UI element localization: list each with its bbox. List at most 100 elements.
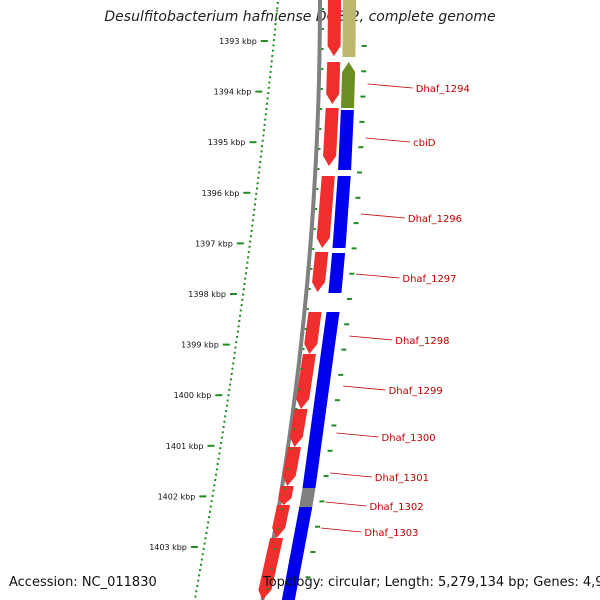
ruler-dot bbox=[265, 108, 268, 110]
ruler-label: 1402 kbp bbox=[158, 492, 196, 501]
gene-label: Dhaf_1299 bbox=[389, 386, 443, 397]
ruler-dot bbox=[261, 139, 264, 142]
ruler-dot bbox=[234, 346, 237, 349]
ruler-dot bbox=[256, 187, 258, 190]
ruler-tick bbox=[260, 40, 268, 42]
ruler-dot bbox=[205, 532, 208, 534]
ruler-dot bbox=[210, 500, 213, 503]
ruler-dot bbox=[240, 304, 243, 307]
ruler-dot bbox=[254, 198, 257, 201]
inner-tick bbox=[313, 228, 316, 230]
outer-tick bbox=[344, 323, 350, 326]
ruler-labels: 1393 kbp 1394 kbp 1395 kbp 1396 kbp 1397 kbp… bbox=[149, 37, 268, 552]
cds-outer-track bbox=[281, 0, 356, 600]
ruler-dot bbox=[258, 166, 261, 169]
ruler-dot bbox=[222, 426, 225, 428]
ruler-dot bbox=[244, 277, 247, 280]
cds-arrow-shade bbox=[272, 505, 290, 538]
ruler-tick bbox=[199, 495, 207, 498]
outer-tick bbox=[355, 196, 361, 199]
outer-block-blue bbox=[281, 507, 313, 600]
ruler-label: 1401 kbp bbox=[166, 442, 204, 451]
cds-arrow bbox=[278, 486, 294, 505]
ruler-dot bbox=[233, 351, 236, 354]
gene-label-leader bbox=[336, 432, 379, 438]
outer-block-blue bbox=[328, 253, 346, 293]
gene-label-leader bbox=[355, 273, 400, 279]
ruler-dot bbox=[209, 505, 212, 508]
outer-tick bbox=[361, 70, 367, 73]
ruler-dot bbox=[220, 436, 223, 439]
ruler-dot bbox=[229, 383, 232, 386]
ruler-dot bbox=[252, 214, 255, 216]
inner-tick bbox=[320, 88, 323, 90]
outer-tick bbox=[334, 399, 340, 402]
ruler-dot bbox=[237, 325, 240, 328]
ruler-label: 1397 kbp bbox=[195, 239, 233, 248]
ruler-dot bbox=[263, 129, 265, 132]
ruler-dot bbox=[211, 494, 214, 497]
inner-tick bbox=[287, 468, 289, 470]
ruler-dot bbox=[225, 410, 228, 413]
ruler-dot bbox=[266, 102, 268, 105]
outer-ticks bbox=[305, 45, 367, 579]
ruler-dot bbox=[270, 65, 273, 68]
gene-label: Dhaf_1294 bbox=[416, 84, 470, 95]
ruler-dot bbox=[249, 240, 252, 243]
inner-tick bbox=[321, 28, 324, 30]
ruler-dot bbox=[229, 378, 232, 381]
ruler-dot bbox=[203, 542, 206, 545]
ruler-dot bbox=[235, 341, 238, 344]
cds-arrow bbox=[304, 312, 322, 354]
ruler-dot bbox=[266, 97, 269, 100]
lane-gap bbox=[261, 0, 336, 600]
ruler-dot bbox=[209, 510, 211, 513]
ruler-dot bbox=[206, 526, 209, 529]
inner-tick bbox=[308, 288, 311, 290]
outer-block-khaki bbox=[342, 0, 356, 57]
ruler-dot bbox=[245, 272, 247, 275]
ruler-dot bbox=[242, 288, 245, 291]
inner-tick bbox=[319, 128, 322, 130]
inner-tick bbox=[280, 508, 283, 510]
outer-tick bbox=[341, 348, 347, 351]
inner-tick bbox=[321, 48, 324, 50]
outer-tick bbox=[359, 120, 365, 123]
cds-arrow bbox=[323, 108, 339, 166]
cds-arrow-shade bbox=[278, 486, 294, 505]
ruler-dot bbox=[226, 399, 229, 402]
ruler-label: 1400 kbp bbox=[174, 391, 212, 400]
ruler-dot bbox=[276, 7, 279, 10]
ruler-dot bbox=[249, 235, 252, 238]
ruler-tick bbox=[222, 343, 230, 346]
ruler-dot bbox=[215, 468, 218, 471]
ruler-dot bbox=[224, 415, 227, 418]
cds-arrow-shade bbox=[282, 447, 301, 486]
cds-arrow-shade bbox=[312, 252, 329, 292]
cds-arrow bbox=[316, 176, 335, 248]
cds-inner-track bbox=[258, 0, 341, 600]
ruler-dot bbox=[259, 161, 262, 163]
cds-arrow bbox=[296, 354, 316, 409]
cds-arrow-shade bbox=[327, 0, 341, 56]
ruler-dot bbox=[195, 590, 198, 593]
ruler-dot bbox=[264, 118, 267, 121]
inner-tick bbox=[318, 148, 321, 150]
ruler-dot bbox=[196, 585, 199, 587]
cds-arrow-shade bbox=[323, 108, 339, 166]
ruler-dot bbox=[218, 452, 221, 455]
cds-arrow-shade bbox=[326, 62, 341, 104]
ruler-dot bbox=[246, 261, 249, 264]
outer-block-blue bbox=[302, 312, 340, 488]
gene-label: Dhaf_1300 bbox=[382, 433, 436, 444]
ruler-dot bbox=[271, 55, 274, 57]
ruler-dot bbox=[256, 182, 259, 185]
ruler-dot bbox=[271, 49, 274, 52]
ruler-dot bbox=[253, 208, 256, 211]
cds-arrow bbox=[289, 409, 308, 447]
ruler-dot bbox=[214, 479, 217, 481]
ruler-dot bbox=[269, 70, 272, 73]
ruler-dot bbox=[248, 245, 251, 248]
outer-block-blue bbox=[332, 176, 351, 248]
gene-label-leader bbox=[325, 501, 367, 507]
